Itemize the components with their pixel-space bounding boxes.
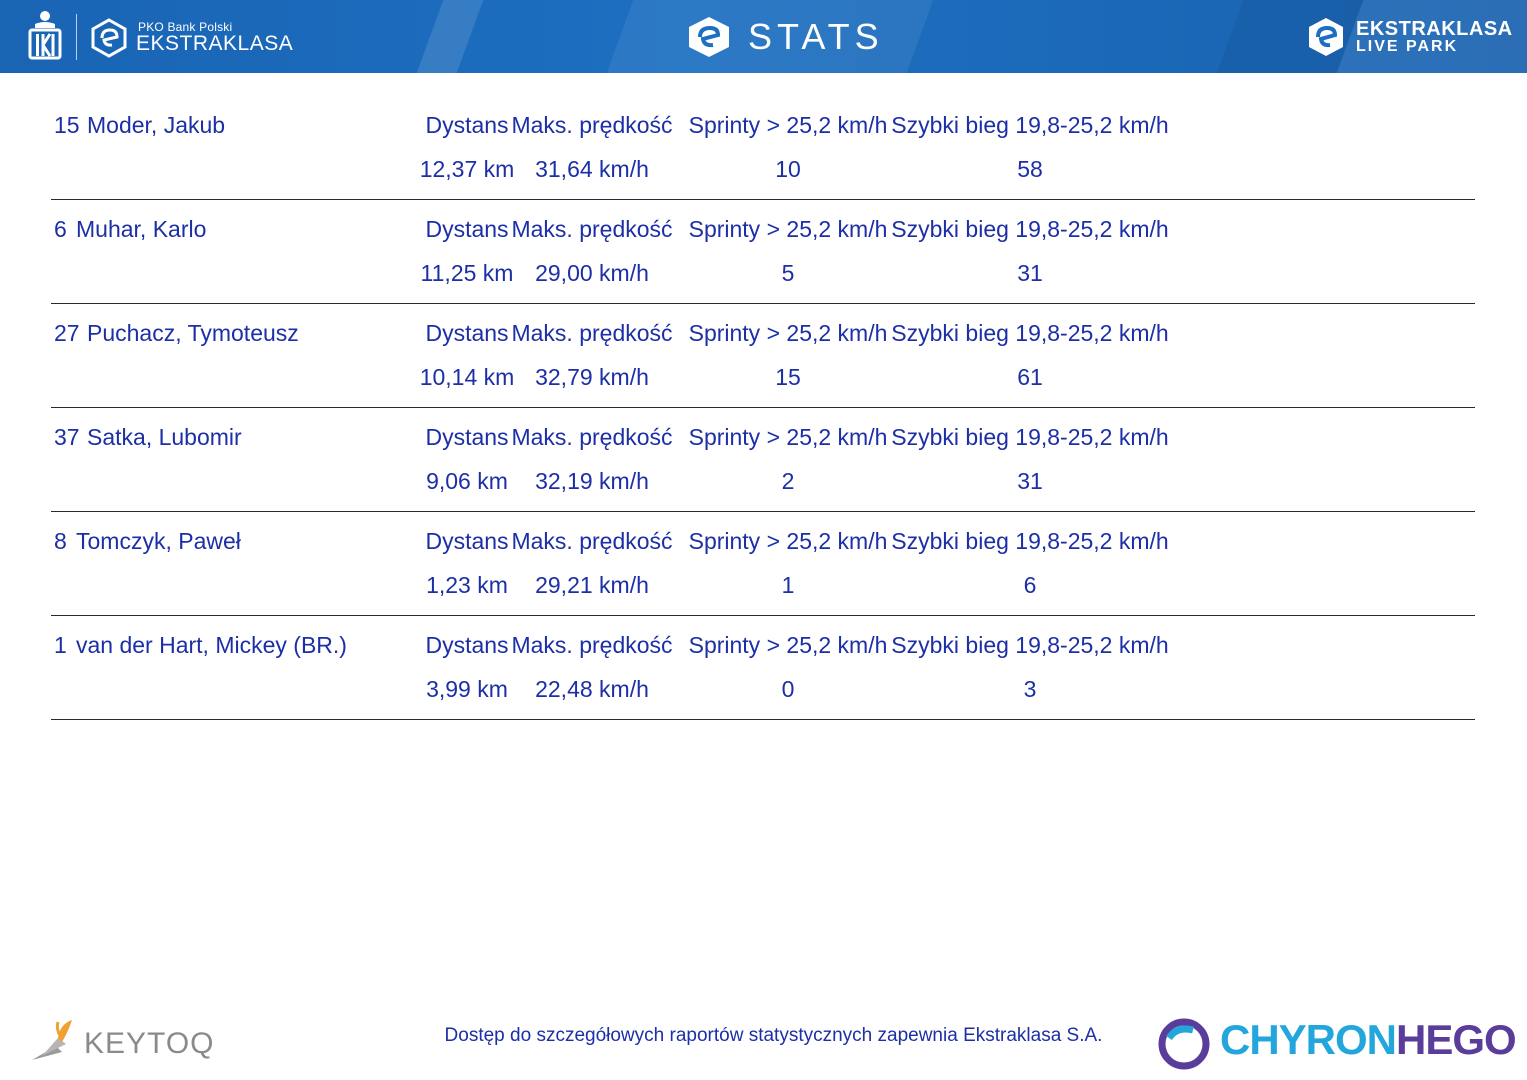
brand-league-text: EKSTRAKLASA [136,32,294,55]
max-speed-header: Maks. prędkość [511,112,673,138]
page-title: STATS [748,16,884,57]
distance-header: Dystans [425,216,509,242]
distance-value: 1,23 km [426,572,508,598]
sprints-header: Sprinty > 25,2 km/h [688,216,888,242]
live-park-logo-icon [1309,18,1343,56]
live-park-brand-line2: LIVE PARK [1356,38,1459,55]
chyronhego-logo-text: CHYRONHEGO [1220,1016,1517,1064]
player-name: Muhar, Karlo [76,216,207,242]
distance-header: Dystans [425,320,509,346]
sprints-value: 2 [781,468,795,494]
max-speed-value: 32,19 km/h [535,468,649,494]
header-bar: PKO Bank Polski EKSTRAKLASA STATS EKSTRA… [0,0,1527,73]
player-number: 1 [54,632,67,658]
max-speed-value: 22,48 km/h [535,676,649,702]
hego-wordmark: HEGO [1396,1016,1517,1063]
max-speed-header: Maks. prędkość [511,216,673,242]
logo-divider [76,14,77,60]
sprints-header: Sprinty > 25,2 km/h [688,320,888,346]
fast-runs-header: Szybki bieg 19,8-25,2 km/h [891,424,1169,450]
distance-value: 11,25 km [420,260,514,286]
keytoq-logo-icon [32,1020,72,1060]
player-row: 15 Moder, Jakub Dystans Maks. prędkość Sprin… [51,96,1475,200]
player-name: Puchacz, Tymoteusz [87,320,299,346]
fast-runs-value: 61 [1017,364,1043,390]
live-park-brand-line1: EKSTRAKLASA [1356,18,1513,40]
fast-runs-header: Szybki bieg 19,8-25,2 km/h [891,320,1169,346]
pko-logo-icon [28,11,62,60]
sprints-value: 0 [781,676,795,702]
ekstraklasa-badge-icon [91,18,127,58]
player-row: 6 Muhar, Karlo Dystans Maks. prędkość Sprint… [51,200,1475,304]
fast-runs-value: 6 [1023,572,1037,598]
player-row: 8 Tomczyk, Paweł Dystans Maks. prędkość Spri… [51,512,1475,616]
sprints-value: 5 [781,260,795,286]
player-name: Satka, Lubomir [87,424,242,450]
player-number: 8 [54,528,67,554]
fast-runs-value: 31 [1017,468,1043,494]
max-speed-value: 29,00 km/h [535,260,649,286]
player-name: Tomczyk, Paweł [76,528,241,554]
sprints-header: Sprinty > 25,2 km/h [688,424,888,450]
sprints-value: 15 [775,364,801,390]
player-number: 6 [54,216,67,242]
fast-runs-header: Szybki bieg 19,8-25,2 km/h [891,216,1169,242]
max-speed-value: 31,64 km/h [535,156,649,182]
fast-runs-value: 31 [1017,260,1043,286]
distance-header: Dystans [425,112,509,138]
sprints-header: Sprinty > 25,2 km/h [688,112,888,138]
distance-value: 3,99 km [426,676,508,702]
max-speed-header: Maks. prędkość [511,320,673,346]
distance-header: Dystans [425,528,509,554]
fast-runs-value: 58 [1017,156,1043,182]
distance-value: 10,14 km [419,364,515,390]
stats-logo-icon [689,17,729,57]
player-row: 27 Puchacz, Tymoteusz Dystans Maks. prędkoś… [51,304,1475,408]
fast-runs-header: Szybki bieg 19,8-25,2 km/h [891,632,1169,658]
max-speed-header: Maks. prędkość [511,632,673,658]
distance-header: Dystans [425,632,509,658]
sprints-value: 1 [781,572,795,598]
keytoq-logo-text: KEYTOQ [84,1027,215,1060]
distance-value: 12,37 km [419,156,515,182]
fast-runs-header: Szybki bieg 19,8-25,2 km/h [891,528,1169,554]
header-stripe [416,0,484,73]
max-speed-header: Maks. prędkość [511,424,673,450]
player-number: 15 [54,112,80,138]
max-speed-value: 32,79 km/h [535,364,649,390]
player-row: 1 van der Hart, Mickey (BR.) Dystans Maks. … [51,616,1475,720]
distance-header: Dystans [425,424,509,450]
player-row: 37 Satka, Lubomir Dystans Maks. prędkość Spr… [51,408,1475,512]
player-number: 37 [54,424,80,450]
fast-runs-value: 3 [1023,676,1037,702]
player-stats-list: 15 Moder, Jakub Dystans Maks. prędkość Sprin… [51,96,1475,720]
sprints-value: 10 [775,156,801,182]
footer-note: Dostęp do szczegółowych raportów statyst… [444,1025,1103,1046]
fast-runs-header: Szybki bieg 19,8-25,2 km/h [891,112,1169,138]
sprints-header: Sprinty > 25,2 km/h [688,528,888,554]
sprints-header: Sprinty > 25,2 km/h [688,632,888,658]
chyron-wordmark: CHYRON [1220,1016,1397,1063]
player-number: 27 [54,320,80,346]
distance-value: 9,06 km [426,468,508,494]
brand-sponsor-text: PKO Bank Polski [138,20,233,34]
chyronhego-logo-icon [1158,1018,1210,1070]
max-speed-header: Maks. prędkość [511,528,673,554]
player-name: Moder, Jakub [87,112,226,138]
max-speed-value: 29,21 km/h [535,572,649,598]
player-name: van der Hart, Mickey (BR.) [76,632,347,658]
